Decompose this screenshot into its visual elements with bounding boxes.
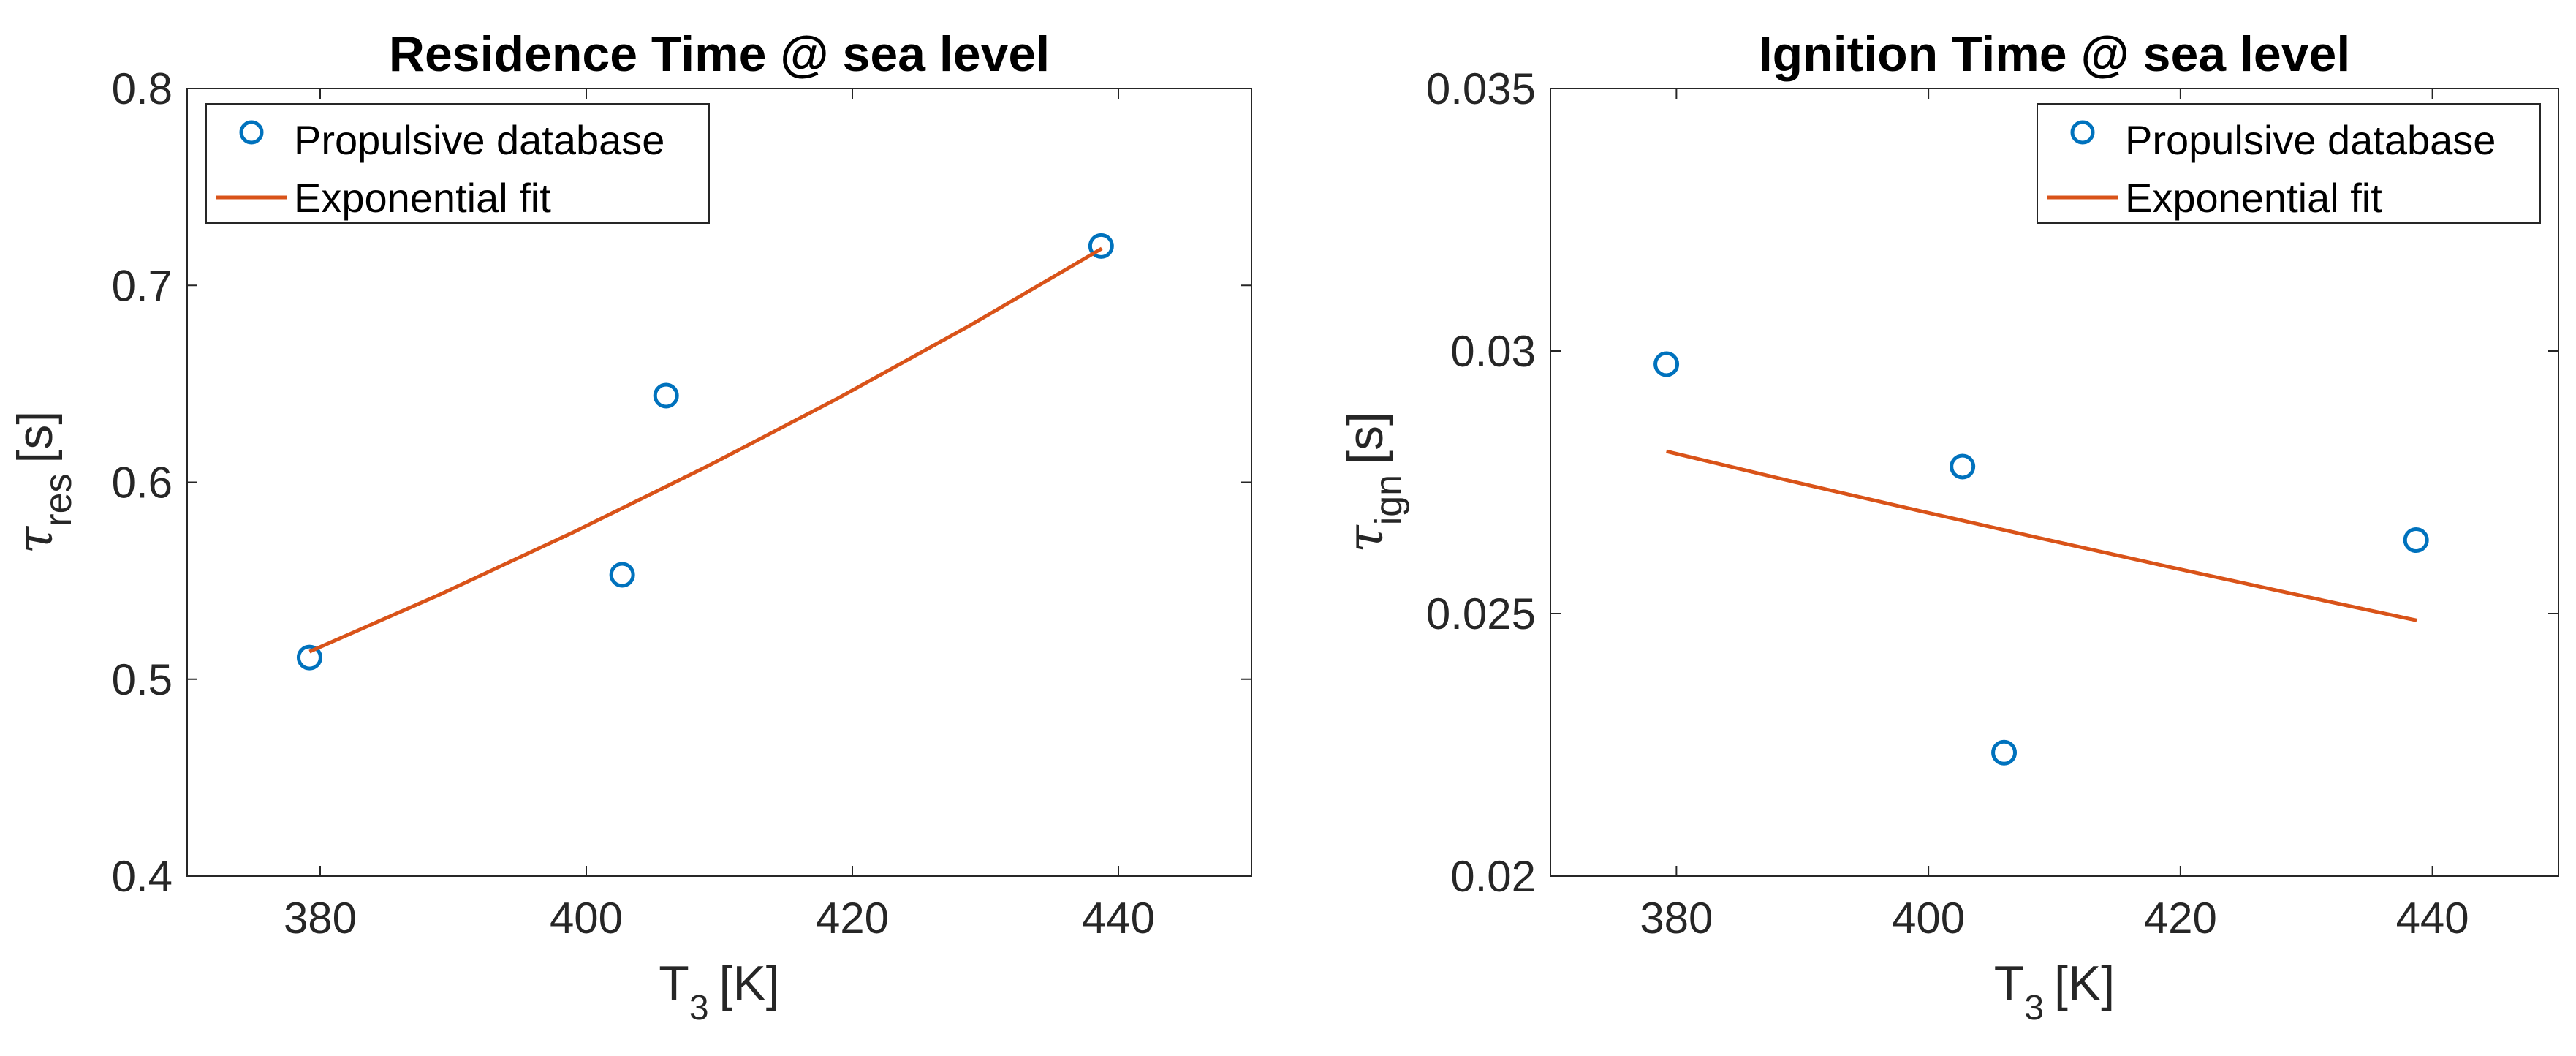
x-axis-label-unit: [K] [719, 956, 780, 1011]
chart-title: Residence Time @ sea level [389, 26, 1050, 82]
series-fit-line [1666, 449, 2417, 622]
x-axis-label-main: T [1994, 956, 2025, 1011]
y-tick-label: 0.5 [112, 655, 173, 704]
legend-label: Propulsive database [2125, 117, 2496, 163]
y-axis-label-subscript: res [37, 473, 80, 526]
legend-marker-icon [239, 120, 264, 145]
data-point [1950, 453, 1976, 480]
data-point [1088, 233, 1114, 259]
y-axis-label-unit: [s] [1338, 412, 1393, 464]
legend-marker-icon [2070, 120, 2095, 145]
x-axis-label-subscript: 3 [2024, 989, 2044, 1027]
x-tick-label: 380 [284, 894, 357, 943]
x-tick-label: 400 [1892, 894, 1965, 943]
series-markers [296, 233, 1114, 671]
legend-label: Exponential fit [294, 175, 551, 221]
x-axis-label-subscript: 3 [689, 989, 709, 1027]
legend: Propulsive database Exponential fit [2037, 103, 2541, 224]
y-tick-label: 0.7 [112, 261, 173, 310]
series-fit-line [308, 246, 1103, 654]
fit-line [1666, 449, 2417, 622]
y-axis-label: τign [s] [1337, 412, 1410, 553]
legend-label: Exponential fit [2125, 175, 2382, 221]
y-axis-label-main: τ [7, 525, 64, 554]
legend-box [2037, 103, 2541, 224]
series-markers [1653, 351, 2429, 766]
data-point [653, 382, 679, 409]
x-tick-label: 420 [816, 894, 889, 943]
legend-label: Propulsive database [294, 117, 664, 163]
legend: Propulsive database Exponential fit [205, 103, 710, 224]
y-tick-label: 0.03 [1450, 327, 1536, 376]
chart-title: Ignition Time @ sea level [1759, 26, 2351, 82]
fit-line [308, 246, 1103, 654]
x-tick-label: 440 [1082, 894, 1155, 943]
y-axis-label-unit: [s] [7, 411, 63, 464]
legend-box [205, 103, 710, 224]
data-point [609, 562, 635, 588]
x-axis-label: T3 [K] [1994, 956, 2115, 1027]
chart-panel-2: 380 400 420 440 0.02 0.025 0.03 0.035 Ignition T… [1337, 26, 2559, 1027]
data-point [296, 644, 322, 671]
y-axis-label-main: τ [1337, 524, 1395, 553]
chart-panel-1: 380 400 420 440 0.4 0.5 0.6 0.7 0.8 Residence Tim… [7, 26, 1252, 1027]
x-axis-label: T3 [K] [659, 956, 779, 1027]
x-tick-label: 400 [550, 894, 623, 943]
data-point [1653, 351, 1680, 377]
y-tick-label: 0.025 [1426, 589, 1536, 638]
x-tick-label: 440 [2396, 894, 2469, 943]
data-point [1991, 739, 2018, 766]
y-tick-label: 0.02 [1450, 852, 1536, 901]
x-tick-label: 380 [1640, 894, 1713, 943]
y-tick-label: 0.035 [1426, 64, 1536, 113]
y-axis-label: τres [s] [7, 411, 80, 554]
y-tick-label: 0.8 [112, 64, 173, 113]
x-axis-label-unit: [K] [2054, 956, 2115, 1011]
y-tick-label: 0.4 [112, 852, 173, 901]
x-tick-label: 420 [2144, 894, 2217, 943]
y-tick-label: 0.6 [112, 459, 173, 508]
y-axis-label-subscript: ign [1368, 475, 1410, 525]
data-point [2403, 527, 2429, 553]
x-axis-label-main: T [659, 956, 689, 1011]
